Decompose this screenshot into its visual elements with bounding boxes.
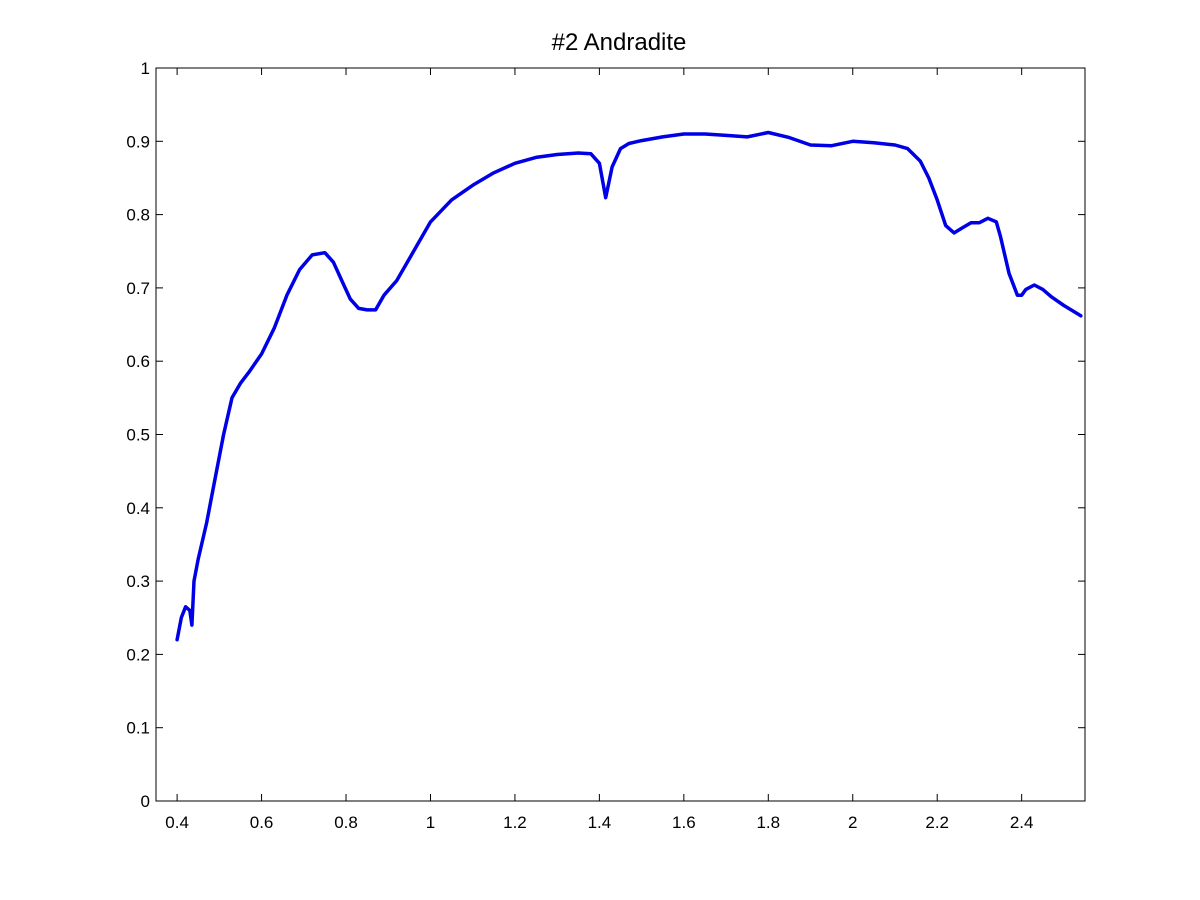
- y-tick-label: 0.9: [126, 132, 150, 151]
- x-tick-label: 1.8: [756, 813, 780, 832]
- y-tick-label: 0.4: [126, 499, 150, 518]
- x-tick-label: 2: [848, 813, 857, 832]
- x-tick-label: 2.4: [1010, 813, 1034, 832]
- x-tick-label: 1.6: [672, 813, 696, 832]
- y-tick-label: 0.2: [126, 645, 150, 664]
- y-tick-label: 0.8: [126, 206, 150, 225]
- y-axis: 0 0.1 0.2 0.3 0.4 0.5 0.6 0.7 0.8 0.9 1: [126, 59, 1085, 811]
- y-tick-label: 1: [141, 59, 150, 78]
- y-tick-label: 0.6: [126, 352, 150, 371]
- x-tick-label: 0.6: [250, 813, 274, 832]
- y-tick-label: 0.3: [126, 572, 150, 591]
- chart-title: #2 Andradite: [552, 29, 687, 56]
- x-axis: 0.4 0.6 0.8 1 1.2 1.4 1.6 1.8 2 2.2 2.4: [165, 68, 1033, 832]
- y-tick-label: 0: [141, 792, 150, 811]
- x-tick-label: 1: [426, 813, 435, 832]
- series-line-reflectance: [175, 130, 1083, 642]
- x-tick-label: 2.2: [925, 813, 949, 832]
- x-tick-label: 1.2: [503, 813, 527, 832]
- plot-area-frame: [155, 67, 1086, 802]
- y-tick-label: 0.7: [126, 279, 150, 298]
- x-tick-label: 0.8: [334, 813, 358, 832]
- x-tick-label: 1.4: [588, 813, 612, 832]
- y-tick-label: 0.5: [126, 426, 150, 445]
- y-tick-label: 0.1: [126, 719, 150, 738]
- x-tick-label: 0.4: [165, 813, 189, 832]
